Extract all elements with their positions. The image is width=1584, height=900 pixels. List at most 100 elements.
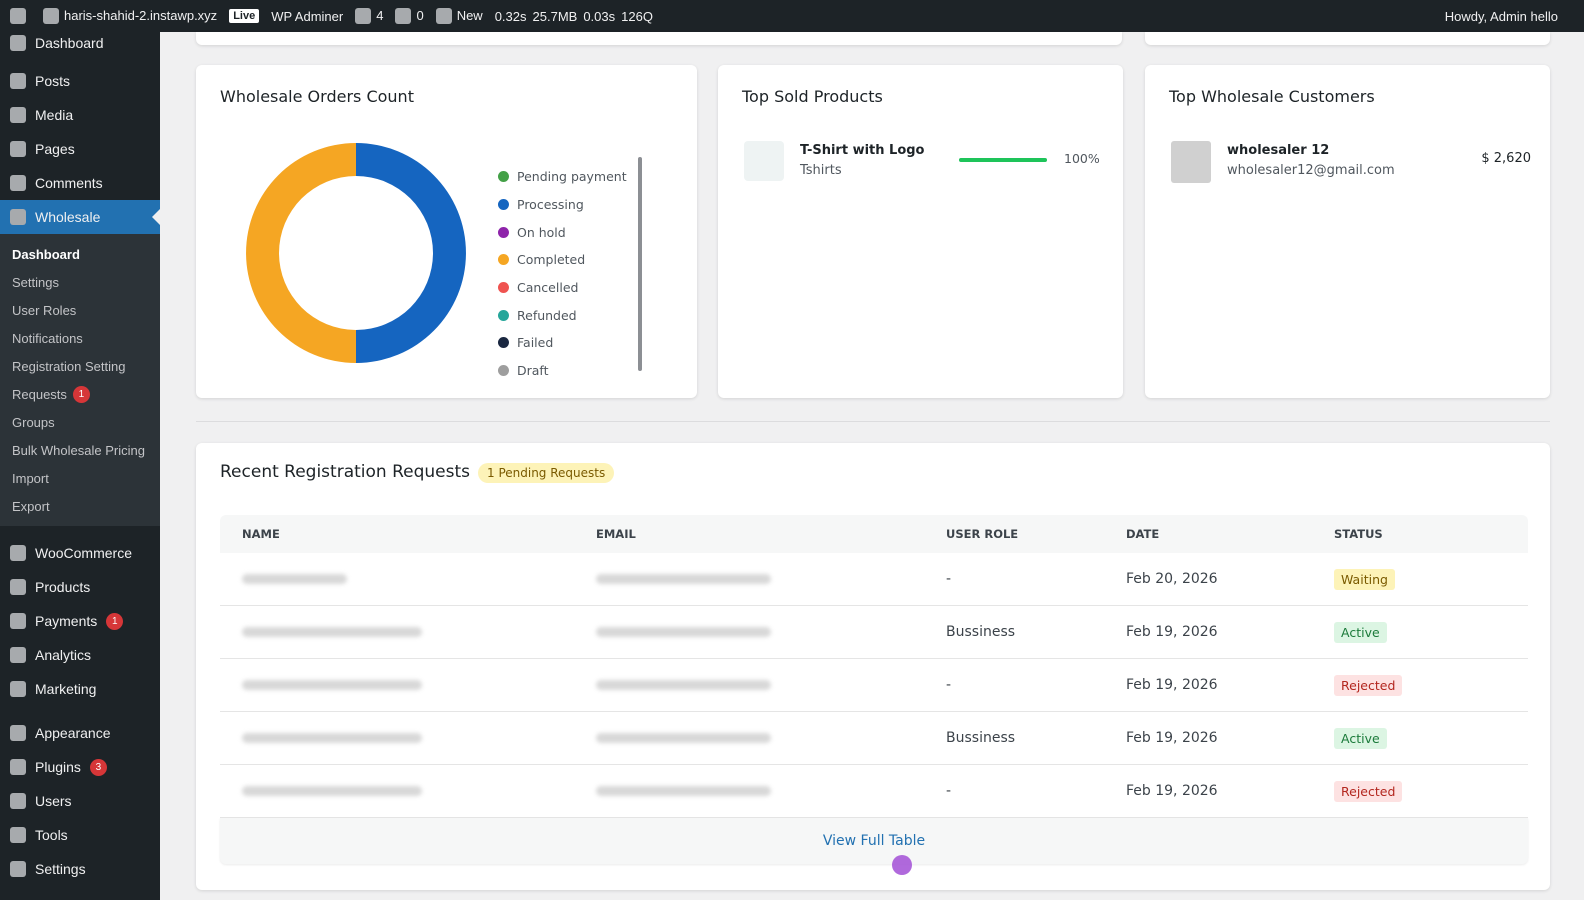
updates-count: 4 <box>376 7 384 23</box>
card-top-partial <box>196 32 1122 45</box>
menu-label: Dashboard <box>35 35 104 51</box>
submenu-label: Notifications <box>12 330 83 346</box>
menu-item[interactable]: Dashboard <box>0 32 160 54</box>
menu-item[interactable]: Posts <box>0 64 160 98</box>
menu-icon <box>10 545 26 561</box>
legend-item[interactable]: Pending payment <box>498 163 627 191</box>
wp-logo[interactable] <box>10 8 26 24</box>
menu-item[interactable]: Products <box>0 570 160 604</box>
email-cell <box>596 712 771 764</box>
menu-item[interactable]: Plugins 3 <box>0 750 160 784</box>
legend-item[interactable]: Failed <box>498 329 627 357</box>
view-full-table-link[interactable]: View Full Table <box>822 833 926 849</box>
menu-item[interactable]: Pages <box>0 132 160 166</box>
submenu-item[interactable]: Registration Setting <box>0 352 160 380</box>
menu-item[interactable]: Analytics <box>0 638 160 672</box>
date-cell: Feb 19, 2026 <box>1126 677 1218 693</box>
date-cell: Feb 19, 2026 <box>1126 783 1218 799</box>
orders-card: Wholesale Orders Count Pending payment Pr… <box>196 65 697 398</box>
submenu-item[interactable]: User Roles <box>0 296 160 324</box>
submenu-item[interactable]: Groups <box>0 408 160 436</box>
menu-group: Posts Media Pages Comments Wholesale Dashboar… <box>0 64 160 526</box>
blurred-text <box>242 786 422 796</box>
submenu-item[interactable]: Settings <box>0 268 160 296</box>
menu-label: Users <box>35 793 72 809</box>
submenu-item[interactable]: Dashboard <box>0 240 160 268</box>
name-cell <box>242 712 422 764</box>
legend-item[interactable]: Completed <box>498 246 627 274</box>
legend-label: Cancelled <box>517 280 579 296</box>
menu-item[interactable]: WooCommerce <box>0 536 160 570</box>
legend-label: Failed <box>517 335 554 351</box>
updates[interactable]: 4 <box>355 8 383 25</box>
blurred-text <box>596 680 771 690</box>
menu-label: Appearance <box>35 725 111 741</box>
menu-icon <box>10 73 26 89</box>
product-percent: 100% <box>1064 151 1100 166</box>
email-cell <box>596 765 771 817</box>
date-cell: Feb 20, 2026 <box>1126 571 1218 587</box>
comments-count: 0 <box>416 7 424 23</box>
blurred-text <box>596 786 771 796</box>
comments[interactable]: 0 <box>395 7 424 25</box>
date-cell: Feb 19, 2026 <box>1126 730 1218 746</box>
menu-item[interactable]: Tools <box>0 818 160 852</box>
menu-item[interactable]: Settings <box>0 852 160 886</box>
admin-bar: haris-shahid-2.instawp.xyz Live WP Admin… <box>0 0 1584 32</box>
menu-label: Marketing <box>35 681 97 697</box>
status-cell: Active <box>1334 606 1387 658</box>
product-name: T-Shirt with Logo <box>800 143 925 158</box>
role-cell: - <box>946 783 952 799</box>
blurred-text <box>596 574 771 584</box>
menu-label: Products <box>35 579 91 595</box>
legend-label: On hold <box>517 224 566 240</box>
status-badge: Active <box>1334 621 1387 643</box>
progress-track <box>959 158 1047 162</box>
menu-item[interactable]: Wholesale <box>0 200 160 234</box>
submenu-label: User Roles <box>12 302 77 318</box>
column-header: EMAIL <box>596 527 636 541</box>
donut-slice[interactable] <box>246 143 356 363</box>
greeting[interactable]: Howdy, Admin hello <box>1444 8 1558 24</box>
menu-badge: 1 <box>106 612 124 630</box>
submenu-item[interactable]: Requests 1 <box>0 380 160 408</box>
site-name[interactable]: haris-shahid-2.instawp.xyz <box>43 8 217 25</box>
menu-badge: 3 <box>89 758 107 776</box>
menu-item[interactable]: Users <box>0 784 160 818</box>
status-badge: Waiting <box>1334 568 1395 590</box>
email-cell <box>596 553 771 605</box>
menu-item[interactable]: Comments <box>0 166 160 200</box>
legend-item[interactable]: Cancelled <box>498 274 627 302</box>
donut-slice[interactable] <box>356 143 466 363</box>
menu-item[interactable]: Appearance <box>0 716 160 750</box>
submenu-label: Import <box>12 470 49 486</box>
submenu-item[interactable]: Bulk Wholesale Pricing <box>0 436 160 464</box>
blurred-text <box>596 733 771 743</box>
menu-item[interactable]: Marketing <box>0 672 160 706</box>
submenu-item[interactable]: Notifications <box>0 324 160 352</box>
adminer-link[interactable]: WP Adminer <box>271 8 344 24</box>
legend-swatch <box>498 337 509 349</box>
submenu-item[interactable]: Export <box>0 492 160 520</box>
donut-chart <box>246 143 466 363</box>
menu-icon <box>10 613 26 629</box>
menu-group: WooCommerce Products Payments 1 Analytics Mar… <box>0 536 160 706</box>
table-row: Bussiness Feb 19, 2026 Active <box>220 712 1528 765</box>
stat: 0.03s <box>583 8 616 24</box>
menu-icon <box>10 793 26 809</box>
menu-item[interactable]: Media <box>0 98 160 132</box>
legend-item[interactable]: Processing <box>498 191 627 219</box>
column-header: DATE <box>1126 527 1160 541</box>
new-link[interactable]: New <box>435 7 483 25</box>
column-header: USER ROLE <box>946 527 1019 541</box>
legend-item[interactable]: Draft <box>498 357 627 385</box>
new-label: New <box>456 7 483 23</box>
legend-item[interactable]: On hold <box>498 218 627 246</box>
menu-item[interactable]: Payments 1 <box>0 604 160 638</box>
stat: 0.32s <box>494 8 527 24</box>
submenu-item[interactable]: Import <box>0 464 160 492</box>
site-link[interactable]: haris-shahid-2.instawp.xyz <box>64 7 218 23</box>
menu-icon <box>10 579 26 595</box>
legend-item[interactable]: Refunded <box>498 301 627 329</box>
menu-icon <box>10 759 26 775</box>
